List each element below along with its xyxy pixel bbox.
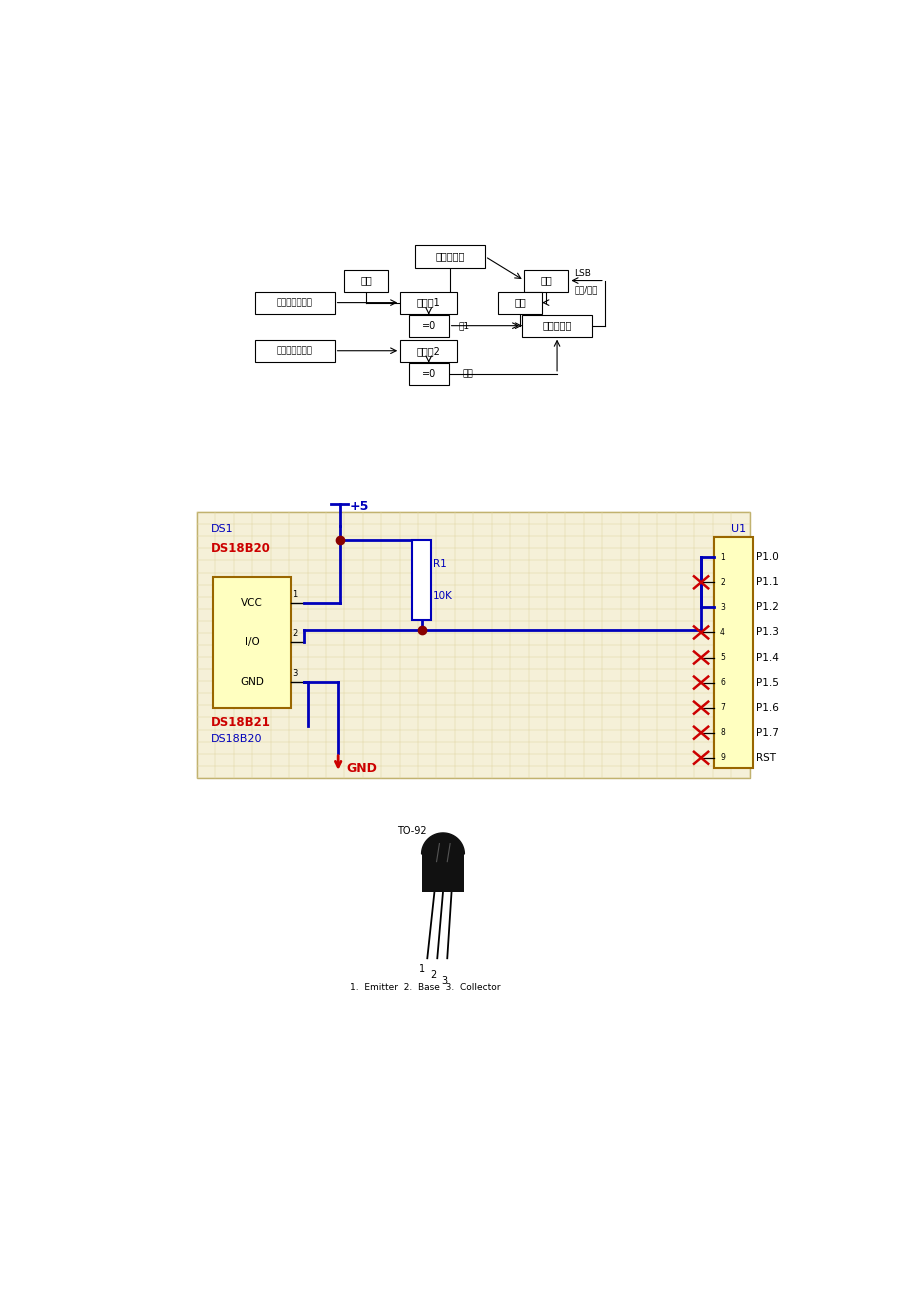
FancyBboxPatch shape (400, 340, 457, 362)
Text: 4: 4 (720, 628, 724, 637)
Text: P1.7: P1.7 (755, 728, 778, 738)
Text: 停止: 停止 (462, 370, 473, 379)
Text: 预置: 预置 (359, 276, 371, 285)
Text: 2: 2 (429, 970, 436, 980)
Text: DS18B20: DS18B20 (211, 734, 263, 743)
Text: 6: 6 (720, 678, 724, 687)
Bar (212, 577, 290, 708)
FancyBboxPatch shape (497, 292, 541, 314)
Text: VCC: VCC (241, 599, 263, 608)
FancyBboxPatch shape (255, 292, 335, 314)
Text: 计数器1: 计数器1 (416, 298, 440, 307)
Bar (197, 512, 749, 777)
Polygon shape (421, 833, 464, 854)
Text: P1.4: P1.4 (755, 652, 778, 663)
Text: 1: 1 (292, 590, 298, 599)
Text: 3: 3 (292, 668, 298, 677)
Text: RST: RST (755, 753, 775, 763)
Text: GND: GND (346, 762, 377, 775)
FancyBboxPatch shape (400, 292, 457, 314)
Text: 8: 8 (720, 728, 724, 737)
Text: 2: 2 (720, 578, 724, 587)
Text: LSB: LSB (573, 268, 590, 277)
Text: 温度寄存器: 温度寄存器 (542, 320, 571, 331)
Text: 1: 1 (418, 965, 425, 974)
Text: P1.1: P1.1 (755, 577, 778, 587)
Text: 10K: 10K (433, 591, 452, 602)
Text: 1: 1 (720, 553, 724, 561)
Text: P1.3: P1.3 (755, 628, 778, 638)
Text: 加1: 加1 (459, 322, 470, 331)
Text: P1.6: P1.6 (755, 703, 778, 712)
Text: +5: +5 (349, 500, 369, 513)
Text: 9: 9 (720, 754, 724, 762)
Text: P1.2: P1.2 (755, 603, 778, 612)
Text: DS18B20: DS18B20 (211, 542, 271, 555)
Bar (713, 538, 753, 768)
FancyBboxPatch shape (522, 315, 591, 337)
Text: P1.0: P1.0 (755, 552, 777, 562)
Text: I/O: I/O (244, 638, 259, 647)
Text: =0: =0 (421, 320, 436, 331)
Text: 比较: 比较 (539, 276, 551, 285)
Text: =0: =0 (421, 368, 436, 379)
Text: 低温度系数晶振: 低温度系数晶振 (277, 298, 312, 307)
Text: 计数器2: 计数器2 (416, 346, 440, 355)
FancyBboxPatch shape (408, 315, 448, 337)
FancyBboxPatch shape (414, 246, 484, 267)
Text: DS1: DS1 (211, 525, 233, 534)
Text: U1: U1 (730, 525, 745, 534)
Text: 1.  Emitter  2.  Base  3.  Collector: 1. Emitter 2. Base 3. Collector (350, 983, 500, 992)
Text: 放置: 放置 (514, 298, 526, 307)
FancyBboxPatch shape (408, 363, 448, 385)
Text: 3: 3 (441, 976, 447, 987)
Text: 3: 3 (720, 603, 724, 612)
FancyBboxPatch shape (524, 270, 568, 292)
Text: 高温度系数晶振: 高温度系数晶振 (277, 346, 312, 355)
Text: 7: 7 (720, 703, 724, 712)
Bar (412, 540, 430, 621)
Bar (421, 854, 464, 892)
Text: R1: R1 (433, 560, 447, 569)
Text: 2: 2 (292, 629, 298, 638)
Text: GND: GND (240, 677, 264, 686)
Text: DS18B21: DS18B21 (211, 716, 271, 729)
Text: P1.5: P1.5 (755, 677, 778, 687)
FancyBboxPatch shape (255, 340, 335, 362)
Text: 斜率累加器: 斜率累加器 (435, 251, 464, 262)
FancyBboxPatch shape (344, 270, 388, 292)
Text: TO-92: TO-92 (396, 825, 425, 836)
Text: 5: 5 (720, 654, 724, 661)
Text: 置位/清除: 置位/清除 (573, 285, 597, 294)
